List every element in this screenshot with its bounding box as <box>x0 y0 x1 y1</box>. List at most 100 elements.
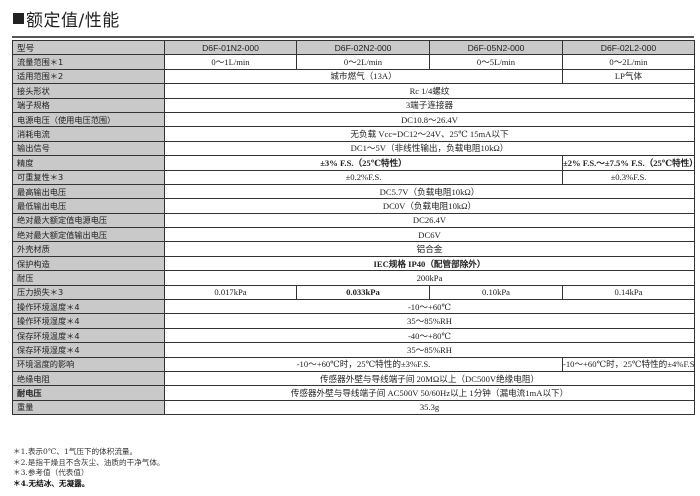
spec-value: 0.14kPa <box>562 284 695 301</box>
table-row: 耐压 200kPa <box>12 270 695 286</box>
row-label: 流量范围＊1 <box>12 54 165 70</box>
spec-value: ±3% F.S.（25℃特性） <box>164 155 563 171</box>
spec-value: DC5.7V（负载电阻10kΩ） <box>164 183 695 200</box>
column-header-model: D6F-05N2-000 <box>429 39 563 56</box>
spec-value: DC0V（负载电阻10kΩ） <box>164 198 695 214</box>
table-row: 最低输出电压 DC0V（负载电阻10kΩ） <box>12 198 695 214</box>
table-row: 输出信号 DC1～5V（非线性输出，负载电阻10kΩ） <box>12 140 695 157</box>
row-label: 输出信号 <box>12 140 165 157</box>
table-row: 操作环境温度＊4 -10～+60℃ <box>12 299 695 315</box>
table-row: 绝对最大额定值输出电压 DC6V <box>12 227 695 243</box>
footnote: ＊4.无结冰、无凝露。 <box>13 478 90 488</box>
spec-value: 3端子连接器 <box>164 97 695 113</box>
spec-value: 0.033kPa <box>296 284 430 301</box>
title-divider <box>12 36 694 38</box>
spec-value: -40～+80℃ <box>164 327 695 344</box>
specs-table: 型号 D6F-01N2-000 D6F-02N2-000 D6F-05N2-000 D6… <box>12 39 695 416</box>
spec-value: 0～1L/min <box>164 54 297 70</box>
spec-value: 35～85%RH <box>164 313 695 329</box>
spec-value: 35.3g <box>164 399 695 416</box>
spec-value: 城市燃气（13A） <box>164 68 563 85</box>
row-label: 端子规格 <box>12 97 165 113</box>
row-label: 消耗电流 <box>12 126 165 142</box>
table-row: 耐电压 传感器外壁与导线端子间 AC500V 50/60Hz以上 1分钟（漏电流1… <box>12 385 695 401</box>
table-row: 流量范围＊1 0～1L/min 0～2L/min 0～5L/min 0～2L/min <box>12 54 695 70</box>
spec-value: 200kPa <box>164 270 695 286</box>
spec-value: 铝合金 <box>164 241 695 257</box>
spec-value: Rc 1/4螺纹 <box>164 83 695 99</box>
row-label: 最高输出电压 <box>12 183 165 200</box>
table-row: 端子规格 3端子连接器 <box>12 97 695 113</box>
table-row: 保存环境温度＊4 -40～+80℃ <box>12 327 695 344</box>
column-header-model: D6F-02N2-000 <box>296 39 430 56</box>
spec-value: 0.10kPa <box>429 284 563 301</box>
row-label: 精度 <box>12 155 165 171</box>
spec-value: -10～+60℃时，25℃特性的±3%F.S. <box>164 356 563 372</box>
table-row: 外壳材质 铝合金 <box>12 241 695 257</box>
spec-value: 传感器外壁与导线端子间 20MΩ以上（DC500V绝缘电阻） <box>164 370 695 387</box>
section-title-text: 额定值/性能 <box>26 11 120 31</box>
table-row: 环境温度的影响 -10～+60℃时，25℃特性的±3%F.S. -10～+60℃时，… <box>12 356 695 372</box>
spec-value: 传感器外壁与导线端子间 AC500V 50/60Hz以上 1分钟（漏电流1mA以… <box>164 385 695 401</box>
row-label: 操作环境湿度＊4 <box>12 313 165 329</box>
section-title: 额定值/性能 <box>13 6 120 31</box>
column-header-label: 型号 <box>12 39 165 56</box>
row-label: 耐电压 <box>12 385 165 401</box>
table-row: 操作环境湿度＊4 35～85%RH <box>12 313 695 329</box>
row-label: 可重复性＊3 <box>12 169 165 185</box>
spec-value: DC6V <box>164 227 695 243</box>
row-label: 压力损失＊3 <box>12 284 165 301</box>
row-label: 保护构造 <box>12 255 165 272</box>
footnotes: ＊1.表示0℃、1气压下的体积流量。 ＊2.是指干燥且不含灰尘、油质的干净气体。＊… <box>13 447 165 489</box>
table-row: 消耗电流 无负载 Vcc=DC12～24V、25℃ 15mA以下 <box>12 126 695 142</box>
row-label: 绝对最大额定值输出电压 <box>12 227 165 243</box>
spec-value: -10～+60℃时，25℃特性的±4%F.S. <box>562 356 695 372</box>
table-row: 接头形状 Rc 1/4螺纹 <box>12 83 695 99</box>
spec-value: ±2% F.S.～±7.5% F.S.（25℃特性） <box>562 155 695 171</box>
table-header-row: 型号 D6F-01N2-000 D6F-02N2-000 D6F-05N2-000 D6… <box>12 39 695 56</box>
row-label: 耐压 <box>12 270 165 286</box>
spec-value: 0～2L/min <box>296 54 430 70</box>
spec-value: DC1～5V（非线性输出，负载电阻10kΩ） <box>164 140 695 157</box>
column-header-model: D6F-01N2-000 <box>164 39 297 56</box>
table-row: 精度 ±3% F.S.（25℃特性） ±2% F.S.～±7.5% F.S.（25℃… <box>12 155 695 171</box>
row-label: 保存环境湿度＊4 <box>12 342 165 358</box>
spec-value: ±0.3%F.S. <box>562 169 695 185</box>
table-row: 保存环境湿度＊4 35～85%RH <box>12 342 695 358</box>
row-label: 重量 <box>12 399 165 416</box>
spec-value: 35～85%RH <box>164 342 695 358</box>
spec-value: DC10.8～26.4V <box>164 111 695 128</box>
table-row: 适用范围＊2 城市燃气（13A） LP气体 <box>12 68 695 85</box>
row-label: 最低输出电压 <box>12 198 165 214</box>
row-label: 操作环境温度＊4 <box>12 299 165 315</box>
table-row: 电源电压（使用电压范围） DC10.8～26.4V <box>12 111 695 128</box>
footnote: ＊2.是指干燥且不含灰尘、油质的干净气体。 <box>13 457 165 467</box>
square-bullet-icon <box>13 13 24 24</box>
spec-value: ±0.2%F.S. <box>164 169 563 185</box>
spec-value: 无负载 Vcc=DC12～24V、25℃ 15mA以下 <box>164 126 695 142</box>
row-label: 绝对最大额定值电源电压 <box>12 212 165 229</box>
row-label: 适用范围＊2 <box>12 68 165 85</box>
row-label: 环境温度的影响 <box>12 356 165 372</box>
table-row: 保护构造 IEC规格 IP40（配管部除外） <box>12 255 695 272</box>
table-row: 绝缘电阻 传感器外壁与导线端子间 20MΩ以上（DC500V绝缘电阻） <box>12 370 695 387</box>
footnote: ＊1.表示0℃、1气压下的体积流量。 <box>13 447 138 456</box>
row-label: 保存环境温度＊4 <box>12 327 165 344</box>
table-row: 绝对最大额定值电源电压 DC26.4V <box>12 212 695 229</box>
row-label: 电源电压（使用电压范围） <box>12 111 165 128</box>
spec-value: 0～5L/min <box>429 54 563 70</box>
table-row: 可重复性＊3 ±0.2%F.S. ±0.3%F.S. <box>12 169 695 185</box>
row-label: 绝缘电阻 <box>12 370 165 387</box>
table-row: 压力损失＊3 0.017kPa 0.033kPa 0.10kPa 0.14kPa <box>12 284 695 301</box>
footnote: ＊3.参考值（代表值） <box>13 468 89 477</box>
column-header-model: D6F-02L2-000 <box>562 39 695 56</box>
spec-value: 0～2L/min <box>562 54 695 70</box>
table-row: 最高输出电压 DC5.7V（负载电阻10kΩ） <box>12 183 695 200</box>
spec-value: LP气体 <box>562 68 695 85</box>
table-row: 重量 35.3g <box>12 399 695 416</box>
row-label: 外壳材质 <box>12 241 165 257</box>
spec-value: IEC规格 IP40（配管部除外） <box>164 255 695 272</box>
spec-value: 0.017kPa <box>164 284 297 301</box>
spec-value: -10～+60℃ <box>164 299 695 315</box>
spec-value: DC26.4V <box>164 212 695 229</box>
